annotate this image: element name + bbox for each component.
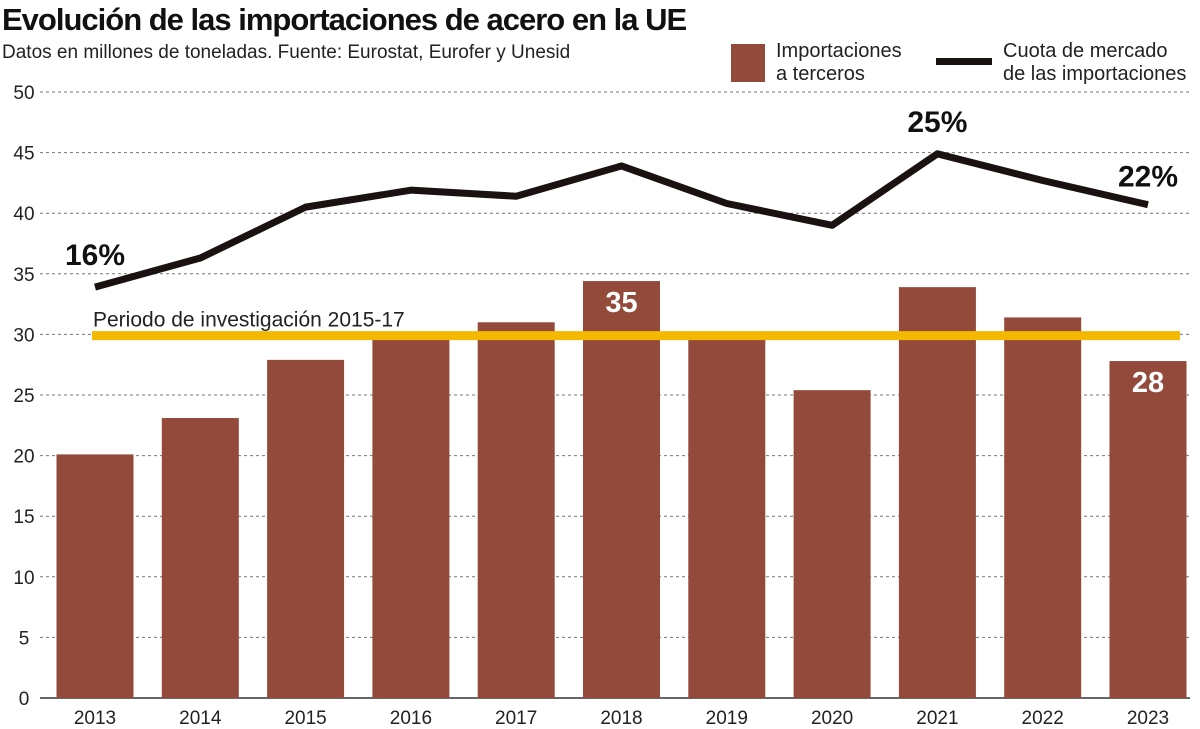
x-tick-label: 2020 bbox=[811, 708, 853, 729]
legend-line-line2: de las importaciones bbox=[1003, 63, 1187, 85]
line-data-label: 22% bbox=[1118, 161, 1178, 194]
bar-2016 bbox=[372, 336, 450, 698]
y-tick-label: 25 bbox=[13, 386, 34, 407]
y-tick-label: 40 bbox=[13, 204, 34, 225]
y-tick-label: 45 bbox=[13, 144, 34, 165]
chart-title: Evolución de las importaciones de acero … bbox=[2, 2, 687, 37]
bar-2015 bbox=[267, 359, 345, 698]
legend-bar-line2: a terceros bbox=[776, 63, 865, 85]
bar-2021 bbox=[898, 287, 976, 698]
x-tick-label: 2018 bbox=[600, 708, 642, 729]
legend-line-swatch bbox=[936, 58, 992, 65]
bar-2013 bbox=[56, 454, 134, 698]
x-tick-label: 2017 bbox=[495, 708, 537, 729]
bar-2023 bbox=[1109, 361, 1187, 698]
x-tick-label: 2021 bbox=[916, 708, 958, 729]
line-data-label: 16% bbox=[65, 239, 125, 272]
y-tick-label: 30 bbox=[13, 325, 34, 346]
y-tick-label: 0 bbox=[19, 689, 30, 710]
legend-bar-label: Importaciones a terceros bbox=[776, 40, 902, 86]
share-line bbox=[94, 150, 1149, 291]
bar-2019 bbox=[688, 336, 766, 698]
y-tick-label: 50 bbox=[13, 83, 34, 104]
legend-bar-swatch bbox=[731, 44, 765, 82]
reference-line-label: Periodo de investigación 2015-17 bbox=[93, 309, 405, 332]
y-tick-label: 20 bbox=[13, 447, 34, 468]
bar-2018 bbox=[583, 281, 660, 698]
bar-2014 bbox=[161, 418, 239, 698]
bar-2022 bbox=[1004, 317, 1082, 698]
x-tick-label: 2013 bbox=[74, 708, 116, 729]
legend-line-label: Cuota de mercado de las importaciones bbox=[1003, 40, 1186, 86]
chart-subtitle: Datos en millones de toneladas. Fuente: … bbox=[2, 42, 571, 63]
x-tick-label: 2023 bbox=[1127, 708, 1169, 729]
bar-2020 bbox=[793, 390, 871, 698]
bar-data-label: 35 bbox=[605, 287, 637, 319]
x-tick-label: 2015 bbox=[284, 708, 326, 729]
x-tick-label: 2019 bbox=[706, 708, 748, 729]
legend-line-line1: Cuota de mercado bbox=[1003, 40, 1168, 62]
y-tick-label: 15 bbox=[13, 507, 34, 528]
bar-data-label: 28 bbox=[1132, 367, 1164, 399]
x-tick-label: 2014 bbox=[179, 708, 222, 729]
line-data-label: 25% bbox=[907, 106, 967, 139]
x-tick-label: 2022 bbox=[1022, 708, 1064, 729]
x-tick-label: 2016 bbox=[390, 708, 432, 729]
legend-bar-line1: Importaciones bbox=[776, 40, 902, 62]
y-tick-label: 10 bbox=[13, 568, 34, 589]
y-tick-label: 35 bbox=[13, 265, 34, 286]
bar-2017 bbox=[477, 322, 555, 698]
y-tick-label: 5 bbox=[19, 628, 30, 649]
